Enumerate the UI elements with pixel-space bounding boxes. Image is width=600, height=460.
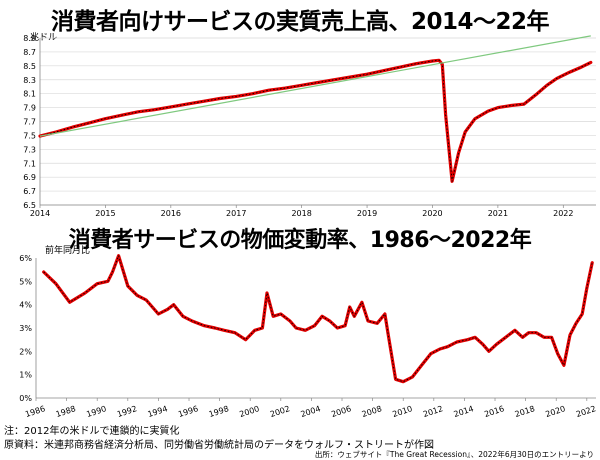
- y-tick-label: 7.5: [23, 131, 36, 140]
- x-tick-label: 2014: [30, 209, 50, 218]
- x-tick-label: 2010: [391, 404, 413, 419]
- y-tick-label: 0%: [19, 394, 32, 403]
- y-tick-label: 6.9: [23, 173, 36, 182]
- y-tick-label: 8.1: [23, 90, 36, 99]
- y-tick-label: 6.5: [23, 201, 36, 210]
- x-tick-label: 2006: [330, 404, 352, 419]
- y-tick-label: 3%: [19, 324, 32, 333]
- x-tick-label: 2022: [553, 209, 573, 218]
- y-tick-label: 8.5: [23, 62, 36, 71]
- x-tick-label: 2016: [161, 209, 181, 218]
- x-tick-label: 2022: [575, 404, 597, 419]
- x-tick-label: 2020: [422, 209, 442, 218]
- credit-footnote: 出所：ウェブサイト『The Great Recession』、2022年6月30…: [314, 450, 594, 459]
- x-tick-label: 1998: [208, 404, 230, 419]
- series-line: [42, 254, 594, 384]
- x-tick-label: 2012: [422, 404, 444, 419]
- y-tick-label: 7.9: [23, 104, 36, 113]
- x-tick-label: 2018: [291, 209, 311, 218]
- y-tick-label: 7.7: [23, 118, 36, 127]
- y-tick-label: 1%: [19, 371, 32, 380]
- x-tick-label: 2004: [300, 404, 322, 419]
- x-tick-label: 2017: [226, 209, 246, 218]
- chart2-unit-label: 前年同月比: [45, 246, 91, 256]
- x-tick-label: 2019: [357, 209, 377, 218]
- note-footnote: 注：2012年の米ドルで連鎖的に実質化: [4, 426, 180, 437]
- x-tick-label: 2000: [238, 404, 260, 419]
- x-tick-label: 1990: [85, 404, 107, 419]
- x-tick-label: 2002: [269, 404, 291, 419]
- y-tick-label: 8.3: [23, 76, 36, 85]
- y-tick-label: 8.7: [23, 48, 36, 57]
- y-tick-label: 8.9: [23, 34, 36, 43]
- x-tick-label: 1986: [24, 404, 46, 419]
- chart2-title: 消費者サービスの物価変動率、1986～2022年: [68, 228, 532, 253]
- trend-line: [39, 35, 591, 137]
- y-tick-label: 6%: [19, 254, 32, 263]
- x-tick-label: 2008: [361, 404, 383, 419]
- x-tick-label: 2021: [488, 209, 508, 218]
- y-tick-label: 5%: [19, 277, 32, 286]
- source-footnote: 原資料：米連邦商務省経済分析局、同労働省労働統計局のデータをウォルフ・ストリート…: [4, 440, 434, 451]
- x-tick-label: 1994: [147, 404, 169, 419]
- x-tick-label: 2014: [453, 404, 475, 419]
- chart1-title: 消費者向けサービスの実質売上高、2014～22年: [50, 9, 550, 35]
- series-line-markers: [39, 59, 591, 182]
- y-tick-label: 7.1: [23, 159, 36, 168]
- y-tick-label: 2%: [19, 347, 32, 356]
- y-tick-label: 7.3: [23, 145, 36, 154]
- x-tick-label: 1988: [55, 404, 77, 419]
- x-tick-label: 1992: [116, 404, 138, 419]
- y-tick-label: 6.7: [23, 187, 36, 196]
- x-tick-label: 2018: [514, 404, 536, 419]
- x-tick-label: 2016: [483, 404, 505, 419]
- x-tick-label: 2015: [95, 209, 115, 218]
- x-tick-label: 1996: [177, 404, 199, 419]
- x-tick-label: 2020: [544, 404, 566, 419]
- y-tick-label: 4%: [19, 301, 32, 310]
